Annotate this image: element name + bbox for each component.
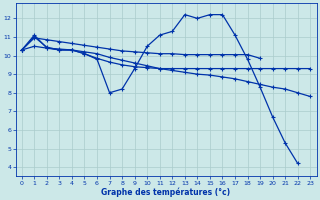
X-axis label: Graphe des températures (°c): Graphe des températures (°c) <box>101 187 231 197</box>
